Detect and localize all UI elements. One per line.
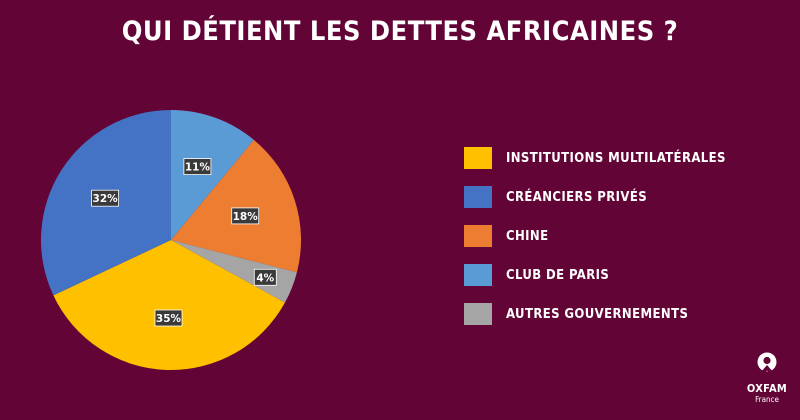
pie-slice-institutions-multilaterales xyxy=(53,240,285,371)
legend: INSTITUTIONS MULTILATÉRALES CRÉANCIERS PR… xyxy=(464,146,726,341)
svg-text:18%: 18% xyxy=(233,211,259,223)
legend-label: CLUB DE PARIS xyxy=(506,267,610,283)
pie-slice-club-de-paris xyxy=(171,110,254,240)
legend-swatch xyxy=(464,303,492,325)
pie-value-label-club-de-paris: 11% xyxy=(183,158,212,176)
logo-name: OXFAM xyxy=(746,382,788,395)
legend-swatch xyxy=(464,225,492,247)
legend-swatch xyxy=(464,264,492,286)
pie-value-label-chine: 18% xyxy=(231,207,260,225)
svg-text:35%: 35% xyxy=(156,313,182,325)
pie-slice-chine xyxy=(171,139,302,273)
legend-label: CRÉANCIERS PRIVÉS xyxy=(506,189,648,205)
legend-item-institutions-multilaterales: INSTITUTIONS MULTILATÉRALES xyxy=(464,146,726,170)
legend-label: AUTRES GOUVERNEMENTS xyxy=(506,306,689,322)
svg-text:32%: 32% xyxy=(93,193,119,205)
legend-label: INSTITUTIONS MULTILATÉRALES xyxy=(506,150,726,166)
chart-title: QUI DÉTIENT LES DETTES AFRICAINES ? xyxy=(121,16,679,47)
oxfam-logo: OXFAM France xyxy=(742,352,792,404)
pie-value-label-autres-gouvernements: 4% xyxy=(253,268,277,286)
pie-value-label-institutions-multilaterales: 35% xyxy=(154,309,183,327)
logo-subtitle: France xyxy=(755,395,779,404)
legend-label: CHINE xyxy=(506,228,549,244)
pie-slice-autres-gouvernements xyxy=(171,240,297,303)
svg-text:4%: 4% xyxy=(256,272,274,284)
oxfam-logo-icon xyxy=(757,352,777,376)
svg-text:11%: 11% xyxy=(185,162,211,174)
legend-item-chine: CHINE xyxy=(464,224,726,248)
legend-swatch xyxy=(464,186,492,208)
legend-item-autres-gouvernements: AUTRES GOUVERNEMENTS xyxy=(464,302,726,326)
legend-item-club-de-paris: CLUB DE PARIS xyxy=(464,263,726,287)
pie-value-labels: 11% 18% 4% 35% 32% xyxy=(91,158,277,327)
legend-item-creanciers-prives: CRÉANCIERS PRIVÉS xyxy=(464,185,726,209)
legend-swatch xyxy=(464,147,492,169)
pie-value-label-creanciers-prives: 32% xyxy=(91,189,119,207)
pie-slices xyxy=(40,110,302,371)
